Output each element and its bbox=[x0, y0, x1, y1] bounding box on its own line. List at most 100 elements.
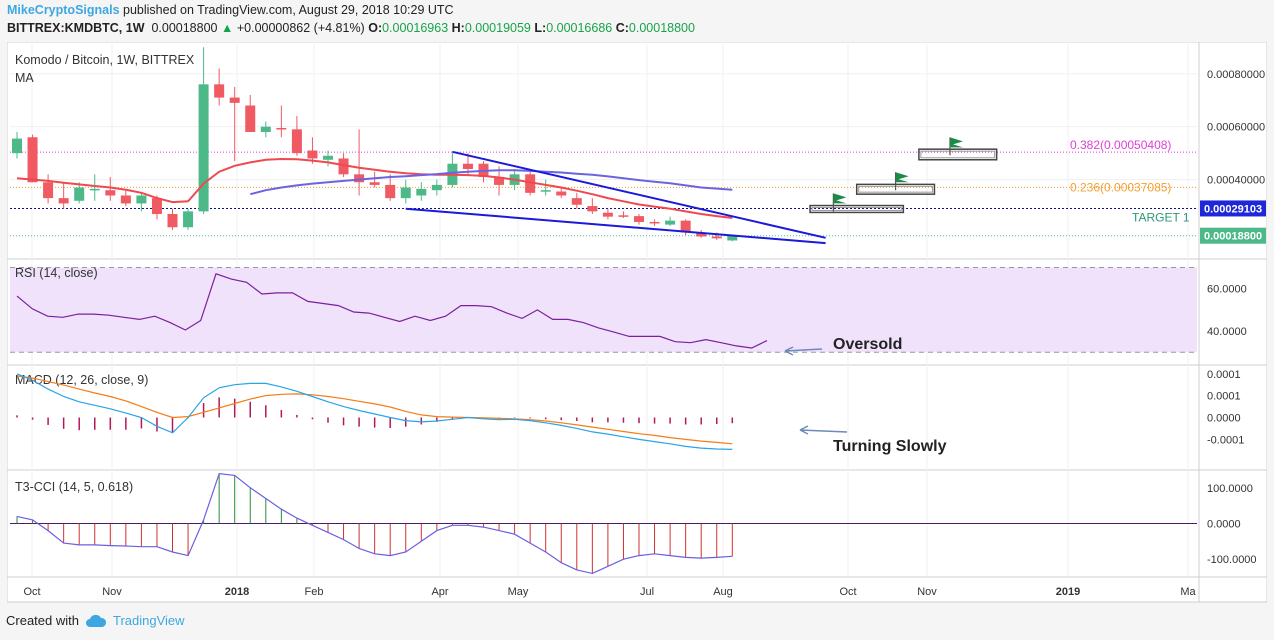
close-label: C: bbox=[615, 21, 629, 35]
target-label: TARGET 1 bbox=[1132, 210, 1190, 224]
candle-down bbox=[354, 174, 365, 183]
cci-title: T3-CCI (14, 5, 0.618) bbox=[15, 480, 133, 494]
last-price-tag bbox=[1200, 227, 1266, 244]
turning-annotation: Turning Slowly bbox=[833, 438, 947, 455]
candle-down bbox=[167, 214, 178, 228]
candle-up bbox=[431, 184, 442, 191]
close-value: 0.00018800 bbox=[628, 21, 695, 35]
candle-down bbox=[634, 216, 644, 222]
time-tick-label: Jul bbox=[640, 586, 654, 598]
candle-up bbox=[540, 190, 551, 192]
up-arrow-icon: ▲ bbox=[220, 21, 234, 35]
candle-down bbox=[618, 215, 629, 217]
price-tick-label: 0.00040000 bbox=[1207, 175, 1265, 187]
time-tick-label: Oct bbox=[23, 586, 40, 598]
rsi-title: RSI (14, close) bbox=[15, 266, 98, 280]
rsi-pane: 60.0000 40.0000 RSI (14, close) Oversold bbox=[10, 266, 1247, 356]
flag-icon bbox=[950, 137, 963, 148]
price-tick-label: 0.00080000 bbox=[1207, 69, 1265, 81]
candle-up bbox=[89, 188, 100, 191]
published-text: published on TradingView.com, August 29,… bbox=[123, 3, 454, 17]
candle-down bbox=[338, 158, 349, 175]
candle-down bbox=[494, 176, 505, 185]
candle-down bbox=[105, 190, 116, 196]
time-tick-label: Aug bbox=[713, 586, 733, 598]
candle-down bbox=[711, 236, 722, 239]
macd-pane: 0.0001 0.0001 0.0000 -0.0001 MACD (12, 26, c… bbox=[15, 369, 1244, 455]
candle-down bbox=[120, 195, 131, 204]
fib-382-label: 0.382(0.00050408) bbox=[1070, 138, 1171, 152]
open-value: 0.00016963 bbox=[382, 21, 449, 35]
flag-icon bbox=[895, 172, 909, 183]
candle-down bbox=[43, 182, 54, 199]
candle-up bbox=[183, 211, 194, 228]
time-tick-label: 2019 bbox=[1056, 586, 1080, 598]
rsi-band bbox=[10, 267, 1197, 353]
chart-canvas[interactable]: 0.00080000 0.00060000 0.00040000 Komodo / B… bbox=[7, 42, 1267, 610]
turning-arrow-icon bbox=[799, 425, 848, 435]
target-box bbox=[809, 204, 905, 214]
footer: Created with TradingView bbox=[6, 613, 185, 628]
price-tick-label: 0.00060000 bbox=[1207, 122, 1265, 134]
candle-down bbox=[214, 84, 225, 98]
macd-title: MACD (12, 26, close, 9) bbox=[15, 373, 148, 387]
candle-up bbox=[136, 195, 147, 204]
macd-tick-label: 0.0001 bbox=[1207, 369, 1241, 381]
fib-236-label: 0.236(0.00037085) bbox=[1070, 180, 1171, 194]
time-tick-label: 2018 bbox=[225, 586, 249, 598]
candle-down bbox=[229, 97, 240, 103]
candle-up bbox=[198, 84, 209, 212]
candle-down bbox=[27, 137, 38, 183]
candle-down bbox=[696, 232, 707, 237]
ma-slow-line bbox=[250, 169, 733, 196]
candle-down bbox=[525, 174, 536, 193]
target-box-inner bbox=[920, 150, 996, 159]
candle-up bbox=[416, 188, 427, 196]
price-pane-title: Komodo / Bitcoin, 1W, BITTREX bbox=[15, 53, 195, 67]
tradingview-logo-text[interactable]: TradingView bbox=[112, 613, 185, 628]
open-label: O: bbox=[368, 21, 383, 35]
candle-down bbox=[556, 191, 567, 196]
rsi-tick-label: 60.0000 bbox=[1207, 284, 1247, 296]
target-box bbox=[918, 148, 998, 161]
candle-down bbox=[307, 150, 318, 159]
candle-down bbox=[571, 198, 582, 205]
macd-tick-label: -0.0001 bbox=[1207, 434, 1244, 446]
high-label: H: bbox=[451, 21, 465, 35]
low-label: L: bbox=[534, 21, 547, 35]
candle-down bbox=[276, 128, 287, 130]
author-link[interactable]: MikeCryptoSignals bbox=[7, 3, 120, 17]
flag-icon bbox=[833, 193, 847, 204]
macd-tick-label: 0.0000 bbox=[1207, 413, 1241, 425]
cci-line bbox=[16, 472, 733, 575]
candle-down bbox=[680, 220, 691, 233]
candle-up bbox=[665, 220, 676, 225]
candle-up bbox=[400, 187, 411, 199]
time-tick-label: Nov bbox=[917, 586, 937, 598]
candle-down bbox=[291, 129, 302, 154]
candle-down bbox=[385, 184, 396, 199]
price-pane: 0.00080000 0.00060000 0.00040000 Komodo / B… bbox=[10, 47, 1266, 245]
target-price-tag-label: 0.00029103 bbox=[1204, 203, 1262, 215]
oversold-arrow-icon bbox=[784, 346, 823, 356]
high-value: 0.00019059 bbox=[464, 21, 531, 35]
oversold-annotation: Oversold bbox=[833, 336, 902, 353]
candle-down bbox=[369, 182, 380, 185]
candle-up bbox=[12, 138, 22, 154]
last-price: 0.00018800 bbox=[151, 21, 218, 35]
candle-down bbox=[58, 198, 69, 204]
candle-down bbox=[587, 206, 598, 212]
candle-up bbox=[74, 187, 85, 201]
ma-fast-line bbox=[16, 157, 733, 219]
cci-pane: 100.0000 0.0000 -100.0000 T3-CCI (14, 5, 0.… bbox=[10, 472, 1257, 575]
symbol: BITTREX:KMDBTC, 1W bbox=[7, 21, 145, 35]
cci-tick-label: 0.0000 bbox=[1207, 519, 1241, 531]
time-tick-label: Oct bbox=[839, 586, 856, 598]
macd-tick-label: 0.0001 bbox=[1207, 391, 1241, 403]
candle-down bbox=[602, 212, 613, 217]
candle-down bbox=[151, 198, 162, 215]
publish-line: MikeCryptoSignals published on TradingVi… bbox=[7, 3, 454, 17]
cci-tick-label: -100.0000 bbox=[1207, 554, 1257, 566]
time-tick-label: May bbox=[508, 586, 529, 598]
low-value: 0.00016686 bbox=[546, 21, 613, 35]
